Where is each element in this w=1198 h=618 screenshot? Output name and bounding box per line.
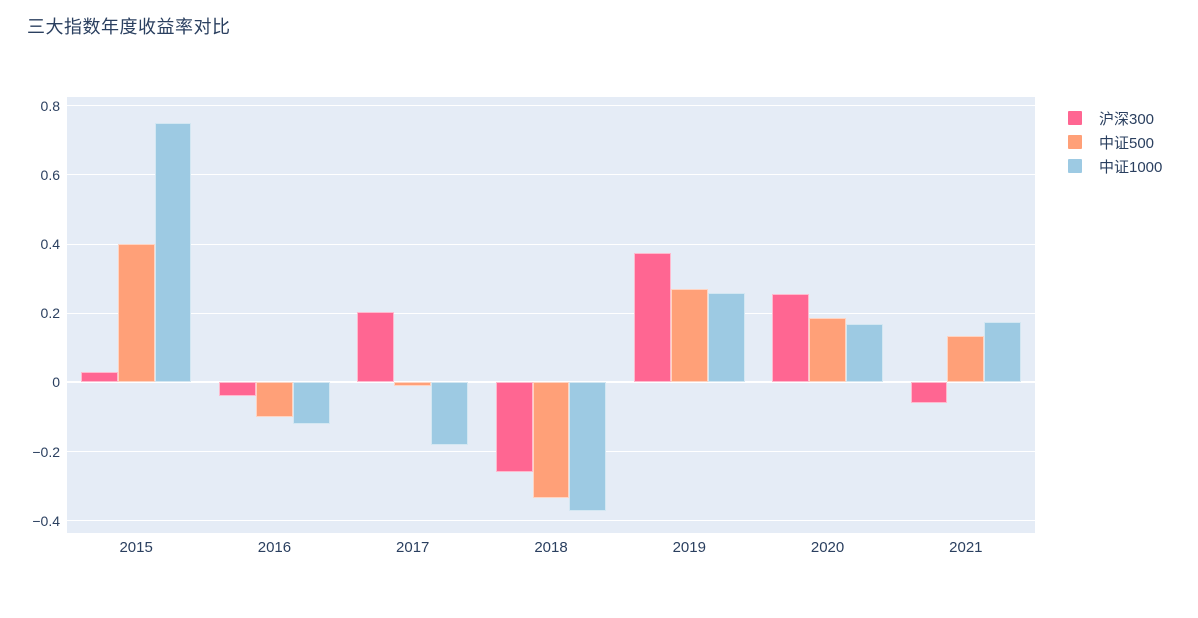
y-tick-label: −0.2 (32, 443, 60, 460)
y-tick-label: 0.6 (40, 166, 60, 183)
legend-item-中证500[interactable]: 中证500 (1068, 130, 1162, 154)
gridline-0.2 (67, 312, 1035, 314)
chart-title: 三大指数年度收益率对比 (27, 17, 231, 37)
x-tick-label-2020: 2020 (810, 539, 845, 556)
x-tick-label-2019: 2019 (672, 539, 706, 556)
bar-沪深300-2020[interactable] (772, 294, 810, 383)
y-tick-label: −0.4 (32, 512, 60, 529)
bar-沪深300-2019[interactable] (633, 252, 671, 383)
x-tick-label-2015: 2015 (119, 539, 153, 556)
bar-中证1000-2021[interactable] (984, 321, 1022, 383)
bar-中证1000-2015[interactable] (154, 122, 192, 383)
bar-沪深300-2017[interactable] (357, 311, 395, 383)
gridline-−0.4 (67, 520, 1035, 522)
y-tick-label: 0 (52, 374, 60, 391)
gridline-0.6 (67, 174, 1035, 176)
legend-item-中证1000[interactable]: 中证1000 (1068, 154, 1162, 178)
bar-中证500-2015[interactable] (117, 244, 155, 383)
bar-中证500-2021[interactable] (947, 335, 985, 383)
y-tick-label: 0.8 (40, 97, 60, 114)
gridline-0.4 (67, 243, 1035, 245)
bar-沪深300-2021[interactable] (910, 382, 948, 404)
legend: 沪深300 中证500 中证1000 (1068, 106, 1162, 178)
plot-area[interactable] (67, 97, 1035, 533)
y-tick-label: 0.4 (40, 236, 60, 253)
x-tick-label-2021: 2021 (949, 539, 983, 556)
legend-item-沪深300[interactable]: 沪深300 (1068, 106, 1162, 130)
bar-沪深300-2016[interactable] (219, 382, 256, 397)
legend-label: 中证1000 (1099, 158, 1163, 176)
bar-中证500-2019[interactable] (670, 289, 708, 383)
bar-沪深300-2018[interactable] (495, 382, 533, 473)
gridline-0.8 (67, 105, 1035, 107)
legend-swatch-icon (1068, 111, 1082, 125)
legend-label: 中证500 (1099, 134, 1155, 152)
bar-沪深300-2015[interactable] (80, 372, 118, 383)
legend-label: 沪深300 (1099, 110, 1155, 128)
legend-swatch-icon (1068, 159, 1082, 173)
bar-中证1000-2017[interactable] (431, 382, 469, 445)
x-tick-label-2018: 2018 (534, 539, 568, 556)
bar-中证500-2018[interactable] (532, 382, 570, 499)
x-axis: 2015 2016 2017 2018 2019 2020 2021 (67, 539, 1035, 559)
bar-中证1000-2016[interactable] (292, 382, 330, 424)
legend-swatch-icon (1068, 135, 1082, 149)
x-tick-label-2016: 2016 (257, 539, 292, 556)
x-tick-label-2017: 2017 (396, 539, 430, 556)
bar-中证500-2017[interactable] (394, 382, 432, 386)
y-axis: 0.8 0.6 0.4 0.2 0 −0.2 −0.4 (0, 97, 60, 533)
bar-中证1000-2018[interactable] (569, 382, 607, 511)
bar-中证500-2016[interactable] (255, 382, 293, 418)
bar-中证500-2020[interactable] (809, 318, 846, 383)
bar-中证1000-2020[interactable] (846, 323, 883, 383)
bar-中证1000-2019[interactable] (707, 292, 745, 383)
y-tick-label: 0.2 (40, 305, 60, 322)
